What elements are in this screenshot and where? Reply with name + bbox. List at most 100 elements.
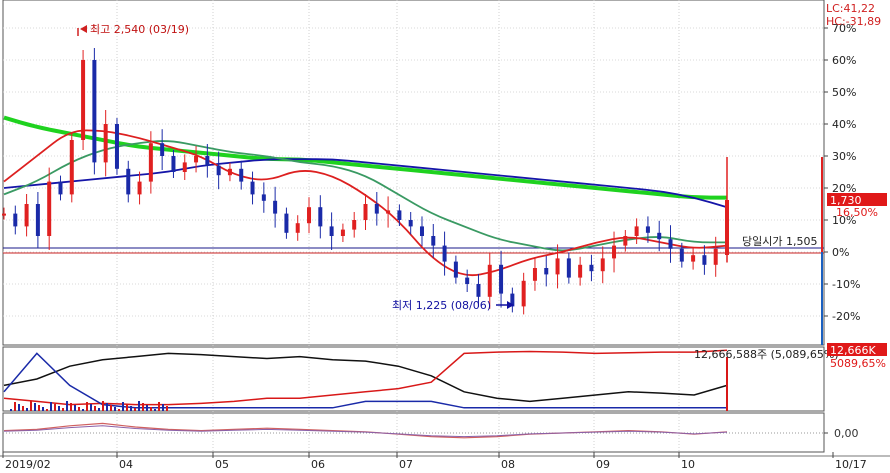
volume-bar [146, 405, 148, 411]
volume-bar [98, 408, 100, 411]
candle-body [81, 60, 86, 140]
candle-body [408, 220, 413, 227]
high-annotation-text: 최고 2,540 (03/19) [90, 23, 189, 36]
volume-bar [54, 404, 56, 411]
x-tick-label: 08 [501, 458, 515, 471]
y-tick-label: -10% [832, 278, 860, 291]
volume-bar [118, 409, 120, 411]
x-tick-label: 05 [215, 458, 229, 471]
candle-body [205, 156, 210, 166]
candle-body [521, 280, 526, 307]
candle-body [103, 124, 108, 163]
candle-body [47, 181, 52, 236]
volume-bar [154, 409, 156, 411]
candle-body [171, 156, 176, 172]
candle-body [386, 210, 391, 214]
candle-body [431, 236, 436, 246]
candle-body [510, 293, 515, 307]
candle-body [612, 245, 617, 259]
candle-body [273, 200, 278, 214]
volume-bar [126, 404, 128, 411]
candle-body [182, 162, 187, 172]
volume-tag-box [827, 343, 887, 356]
candle-body [476, 284, 481, 297]
volume-bar [42, 407, 44, 411]
volume-bar [94, 406, 96, 411]
candle-body [453, 261, 458, 278]
volume-bar [30, 401, 32, 411]
volume-bar [34, 403, 36, 411]
volume-bar [58, 406, 60, 411]
candle-body [657, 232, 662, 240]
x-tick-label: 06 [311, 458, 325, 471]
candle-body [295, 223, 300, 233]
volume-bar [90, 404, 92, 411]
volume-tag-value: 12,666K [830, 344, 876, 357]
candle-body [555, 258, 560, 275]
y-tick-label: 10% [832, 214, 856, 227]
volume-bar [142, 403, 144, 411]
moving-average-line-3 [3, 140, 727, 252]
macd-line [3, 422, 728, 439]
volume-bar [86, 402, 88, 411]
candle-body [566, 258, 571, 278]
macd-zero-label: 0,00 [834, 427, 859, 440]
macd-signal-line [3, 425, 728, 438]
volume-bar [82, 409, 84, 411]
candle-body [318, 207, 323, 227]
volume-bar [38, 405, 40, 411]
candle-body [13, 213, 18, 227]
volume-bar [138, 401, 140, 411]
volume-bar [106, 403, 108, 411]
volume-bar [70, 403, 72, 411]
candle-body [634, 226, 639, 236]
volume-tag-pct: 5089,65% [830, 357, 886, 370]
candle-body [216, 165, 221, 176]
volume-bar [62, 408, 64, 411]
candle-body [702, 255, 707, 265]
candle-body [261, 194, 266, 201]
candle-body [419, 226, 424, 236]
volume-bar [122, 402, 124, 411]
volume-bar [150, 407, 152, 411]
candle-body [532, 268, 537, 281]
panel-frame-1 [2, 0, 825, 346]
candle-body [160, 143, 165, 156]
volume-bar [158, 402, 160, 411]
candle-body [578, 264, 583, 278]
hc-readout: HC:-31,89 [826, 15, 881, 28]
y-tick-label: 50% [832, 86, 856, 99]
volume-bar [22, 406, 24, 411]
candle-body [691, 255, 696, 262]
x-tick-label: 10/17 [835, 458, 867, 471]
lc-readout: LC:41,22 [826, 2, 875, 15]
candle-body [69, 140, 74, 195]
candle-body [397, 210, 402, 220]
candle-body [24, 204, 29, 227]
candle-body [114, 124, 119, 169]
y-tick-label: 40% [832, 118, 856, 131]
volume-bar [18, 404, 20, 411]
candle-body [713, 248, 718, 265]
candle-body [352, 220, 357, 230]
candle-body [645, 226, 650, 233]
candle-body [544, 268, 549, 275]
x-tick-label: 09 [596, 458, 610, 471]
y-tick-label: 30% [832, 150, 856, 163]
volume-readout: 12,666,588주 (5,089,65%) [694, 348, 839, 361]
volume-bar [162, 404, 164, 411]
volume-bar [10, 409, 12, 411]
candle-body [250, 181, 255, 195]
candle-body [589, 264, 594, 272]
x-tick-label: 2019/02 [5, 458, 51, 471]
y-tick-label: 0% [832, 246, 849, 259]
candle-body [58, 181, 63, 195]
candle-body [329, 226, 334, 236]
price-tag-value: 1,730 [830, 194, 862, 207]
volume-bar [166, 406, 168, 411]
moving-average-line-4 [3, 129, 728, 277]
candle-body [668, 239, 673, 249]
candle-body [487, 264, 492, 297]
candle-body [623, 236, 628, 246]
